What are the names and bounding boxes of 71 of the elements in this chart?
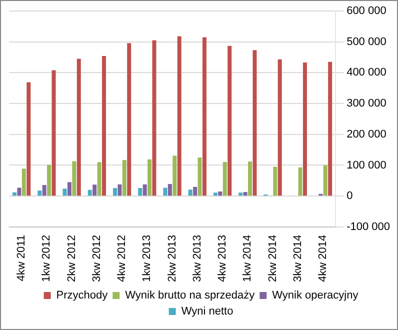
bar bbox=[72, 161, 76, 196]
bar bbox=[38, 190, 42, 196]
x-tick-label: 2kw 2013 bbox=[166, 234, 178, 282]
bar bbox=[148, 159, 152, 196]
bar bbox=[222, 162, 227, 196]
bar bbox=[67, 182, 72, 196]
y-tick-label: 400 000 bbox=[346, 66, 386, 79]
bar bbox=[273, 166, 278, 196]
x-tick-label: 3kw 2013 bbox=[191, 234, 204, 282]
bar bbox=[218, 191, 222, 196]
x-tick-label: 1kw 2012 bbox=[40, 234, 53, 282]
bar bbox=[238, 192, 243, 196]
legend-label: Przychody bbox=[56, 290, 108, 302]
bar bbox=[328, 62, 332, 196]
legend-label: Wyni netto bbox=[181, 306, 234, 318]
bar bbox=[142, 184, 147, 196]
y-tick-label: 600 000 bbox=[346, 5, 386, 18]
bar bbox=[163, 188, 168, 196]
x-tick-label: 4kw 2011 bbox=[16, 234, 28, 282]
x-tick-label: 1kw 2014 bbox=[242, 234, 254, 282]
bar bbox=[76, 58, 81, 196]
x-tick-label: 3kw 2012 bbox=[90, 234, 103, 282]
bar bbox=[122, 160, 126, 196]
y-tick-label: 100 000 bbox=[346, 159, 386, 172]
bar bbox=[278, 59, 282, 196]
bar bbox=[188, 190, 192, 196]
bar bbox=[127, 43, 132, 196]
bar bbox=[323, 165, 328, 196]
bar bbox=[52, 70, 56, 196]
bar bbox=[152, 40, 156, 196]
bar bbox=[138, 188, 142, 196]
y-tick-label: 200 000 bbox=[346, 128, 386, 140]
bar bbox=[112, 188, 117, 196]
x-tick-label: 1kw 2013 bbox=[141, 234, 154, 282]
bar bbox=[243, 192, 248, 196]
bar bbox=[12, 192, 16, 196]
y-tick-label: -100 000 bbox=[346, 220, 390, 233]
bar bbox=[248, 162, 252, 196]
legend-label: Wynik operacyjny bbox=[272, 290, 359, 302]
bar bbox=[17, 188, 22, 196]
x-tick-label: 4kw 2013 bbox=[216, 234, 229, 282]
x-tick-label: 3kw 2014 bbox=[292, 234, 304, 282]
bar bbox=[22, 168, 26, 196]
bar bbox=[298, 167, 302, 196]
bar bbox=[62, 188, 67, 196]
x-tick-label: 4kw 2012 bbox=[116, 234, 128, 282]
bar bbox=[97, 162, 102, 196]
bar bbox=[118, 184, 122, 196]
bar bbox=[228, 46, 232, 196]
bar bbox=[47, 164, 52, 196]
y-tick-label: 300 000 bbox=[346, 98, 386, 110]
bar bbox=[213, 192, 218, 196]
bar bbox=[168, 184, 172, 196]
bar bbox=[102, 56, 106, 196]
bar bbox=[202, 37, 206, 196]
y-tick-label: 0 bbox=[346, 190, 353, 202]
bar bbox=[88, 190, 92, 196]
y-tick-label: 500 000 bbox=[346, 36, 386, 48]
bar bbox=[302, 62, 307, 196]
bar bbox=[42, 184, 46, 196]
bar bbox=[177, 36, 182, 196]
x-tick-label: 4kw 2014 bbox=[317, 234, 330, 282]
bar bbox=[172, 156, 177, 196]
legend-label: Wynik brutto na sprzedaży bbox=[125, 290, 256, 302]
bar bbox=[92, 184, 97, 196]
x-tick-label: 2kw 2012 bbox=[66, 234, 78, 282]
bar bbox=[26, 82, 31, 196]
bar bbox=[252, 50, 257, 196]
x-tick-label: 2kw 2014 bbox=[266, 234, 279, 282]
bar bbox=[198, 158, 202, 196]
bar bbox=[193, 186, 198, 196]
